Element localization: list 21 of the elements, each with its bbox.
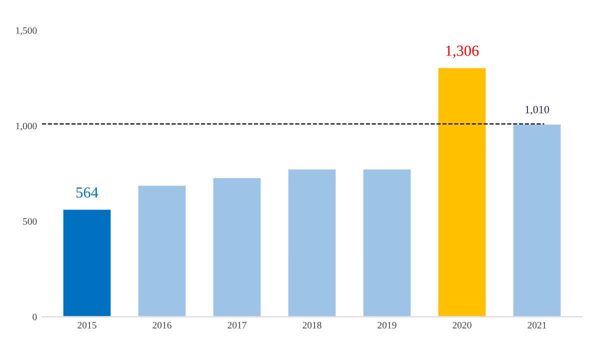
x-tick-label: 2016 [152,322,172,328]
data-label: 564 [76,187,98,198]
bar [436,66,488,317]
x-tick-label: 2021 [528,322,546,328]
x-tick-label: 2015 [78,322,96,328]
bar [212,176,262,317]
y-tick-label: 500 [23,218,37,225]
bar [136,184,188,317]
y-tick-label: 1,500 [16,27,37,36]
bar [62,208,112,317]
bar [512,123,562,317]
data-label: 1,306 [446,46,479,58]
x-tick-label: 2018 [302,322,322,328]
y-tick-label: 1,000 [16,122,37,131]
bar [362,168,412,317]
x-tick-label: 2017 [228,322,246,328]
y-tick-label: 0 [32,314,37,320]
x-tick-label: 2020 [452,322,472,328]
x-tick-label: 2019 [378,322,396,328]
bar [286,168,338,317]
data-label: 1,010 [525,106,550,115]
